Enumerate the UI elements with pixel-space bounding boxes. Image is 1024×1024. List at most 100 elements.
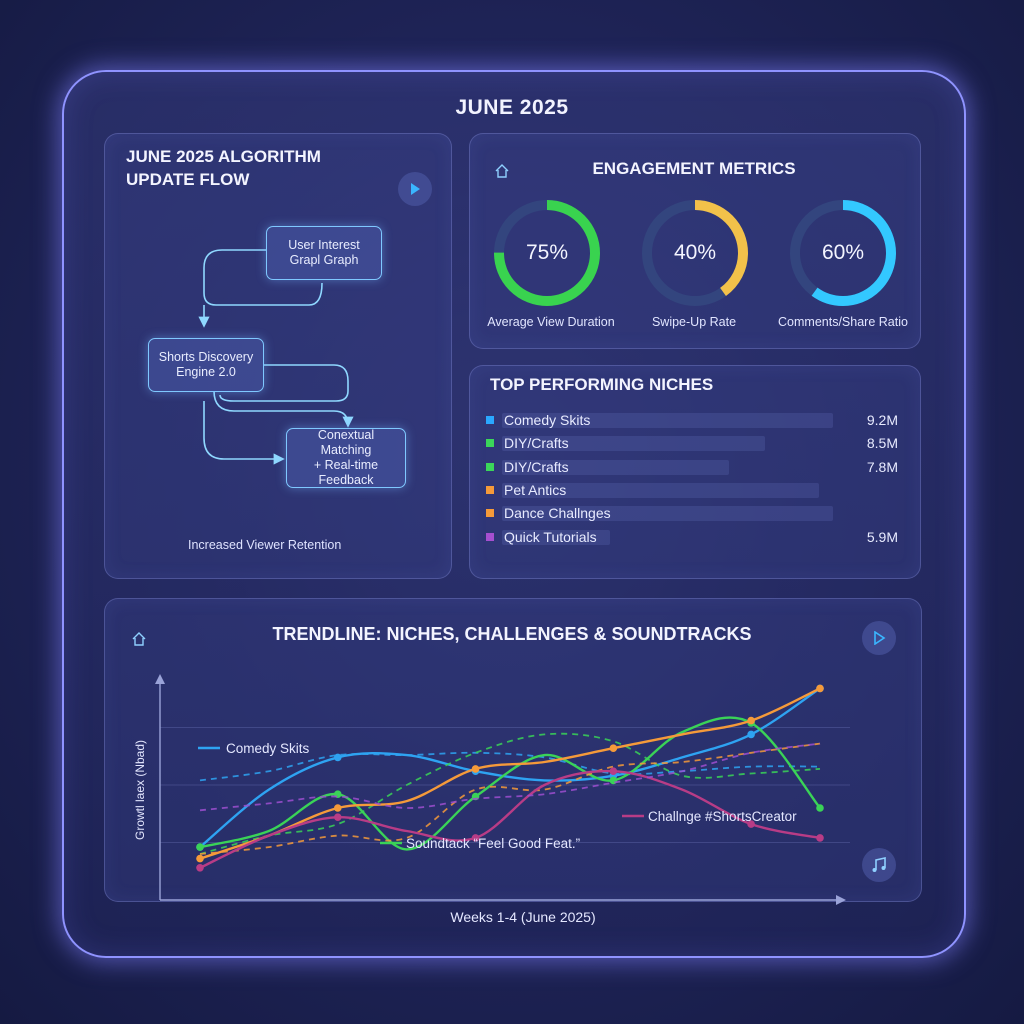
niche-name: DIY/Crafts xyxy=(504,458,569,475)
home-icon[interactable] xyxy=(489,158,515,184)
gauge-arc xyxy=(494,200,600,306)
niche-color-marker xyxy=(486,532,494,541)
chart-data-point xyxy=(816,684,824,693)
gauge-arc xyxy=(642,200,748,306)
home-icon[interactable] xyxy=(126,626,152,652)
niche-value: 5.9M xyxy=(866,528,898,545)
play-icon xyxy=(874,631,886,645)
series-label-comedy: Comedy Skits xyxy=(226,741,310,756)
chart-series-line xyxy=(199,687,821,860)
niche-value: 8.5M xyxy=(866,435,898,452)
niche-row[interactable]: Quick Tutorials 5.9M xyxy=(486,528,902,546)
chart-data-point xyxy=(196,864,204,872)
flow-arrow-5 xyxy=(203,401,285,465)
gauge-swipe-up: 40% xyxy=(640,198,750,308)
chart-data-point xyxy=(196,843,204,851)
niche-row[interactable]: Pet Antics xyxy=(486,481,902,499)
chart-data-point xyxy=(747,730,755,739)
chart-data-point xyxy=(196,854,204,863)
chart-x-label: Weeks 1-4 (June 2025) xyxy=(450,909,595,925)
gauge-label: Swipe-Up Rate xyxy=(651,315,737,329)
gauge-arc xyxy=(790,200,896,306)
flow-arrow-1 xyxy=(203,249,323,306)
niche-row[interactable]: DIY/Crafts 8.5M xyxy=(486,434,902,452)
flow-arrow-4 xyxy=(213,390,354,428)
series-label-challenge: Challnge #ShortsCreator xyxy=(648,809,797,824)
niche-value: 7.8M xyxy=(866,458,898,475)
chart-data-point xyxy=(333,813,342,821)
gauge-comments-share: 60% xyxy=(788,198,898,308)
niche-row[interactable]: Dance Challnges xyxy=(486,504,902,522)
niche-bar xyxy=(502,482,819,498)
niche-bar xyxy=(502,459,729,475)
flow-title-line2: UPDATE FLOW xyxy=(126,170,250,189)
chart-data-point xyxy=(609,767,618,775)
flow-caption: Increased Viewer Retention xyxy=(188,538,342,552)
flow-node-user-interest[interactable]: User Interest Grapl Graph xyxy=(266,226,382,280)
flow-node-contextual-matching[interactable]: Conextual Matching + Real-time Feedback xyxy=(286,428,406,488)
niche-color-marker xyxy=(486,462,494,471)
music-button[interactable] xyxy=(862,848,896,882)
engagement-panel xyxy=(469,133,921,349)
flow-play-button[interactable] xyxy=(398,172,432,206)
gauge-value: 60% xyxy=(821,241,865,264)
flow-node-label: Engine 2.0 xyxy=(176,365,236,379)
niche-color-marker xyxy=(486,439,494,448)
chart-series-line xyxy=(199,742,821,812)
play-icon xyxy=(411,183,420,195)
niche-name: Pet Antics xyxy=(504,481,567,498)
flow-node-label: Feedback xyxy=(318,473,374,487)
page-title: JUNE 2025 xyxy=(455,96,569,119)
chart-series-line xyxy=(199,732,821,855)
flow-node-label: Conextual Matching xyxy=(317,428,375,457)
niche-name: Comedy Skits xyxy=(504,412,591,428)
flow-node-label: User Interest xyxy=(288,238,360,252)
chart-series-line xyxy=(199,769,821,869)
niches-title: TOP PERFORMING NICHES xyxy=(490,375,714,394)
gauge-value: 75% xyxy=(525,241,569,264)
niche-bar xyxy=(502,413,834,428)
trendline-panel xyxy=(104,598,922,902)
chart-series-line xyxy=(199,751,821,782)
chart-data-point xyxy=(333,753,342,762)
chart-series-line xyxy=(199,716,821,851)
niche-bar xyxy=(502,436,765,452)
flow-node-label: Grapl Graph xyxy=(289,253,359,267)
niche-row[interactable]: Comedy Skits 9.2M xyxy=(486,411,902,429)
gauge-value: 40% xyxy=(673,241,717,264)
flow-node-label: + Real-time xyxy=(313,458,379,472)
engagement-title: ENGAGEMENT METRICS xyxy=(592,159,796,178)
gauge-label: Comments/Share Ratio xyxy=(778,315,908,329)
niche-color-marker xyxy=(486,509,494,518)
niche-bar xyxy=(502,529,610,545)
flow-arrow-3 xyxy=(219,364,349,402)
niche-name: Quick Tutorials xyxy=(504,528,597,545)
chart-title: TRENDLINE: NICHES, CHALLENGES & SOUNDTRA… xyxy=(272,624,752,644)
chart-data-point xyxy=(747,716,755,725)
chart-data-point xyxy=(609,744,618,752)
flow-connectors xyxy=(198,249,354,465)
series-label-soundtrack: Soundtack “Feel Good Feat.” xyxy=(406,836,580,851)
chart-data-point xyxy=(747,820,755,828)
niche-name: Dance Challnges xyxy=(504,505,611,522)
music-note-icon xyxy=(872,857,886,872)
niche-color-marker xyxy=(486,485,494,494)
niche-name: DIY/Crafts xyxy=(504,435,569,452)
chart-data-point xyxy=(333,804,342,812)
chart-series-line xyxy=(199,742,821,855)
chart-data-point xyxy=(471,834,480,842)
gauge-label: Average View Duration xyxy=(487,315,615,329)
flow-node-discovery-engine[interactable]: Shorts Discovery Engine 2.0 xyxy=(148,338,264,392)
chart-data-point xyxy=(471,765,480,773)
chart-data-point xyxy=(816,804,824,812)
niches-panel xyxy=(469,365,921,579)
chart-play-button[interactable] xyxy=(862,621,896,655)
gauge-view-duration: 75% xyxy=(492,198,602,308)
niche-row[interactable]: DIY/Crafts 7.8M xyxy=(486,458,902,476)
flow-title-line1: JUNE 2025 ALGORITHM xyxy=(126,147,321,166)
niche-value: 9.2M xyxy=(866,412,898,428)
algorithm-flow-panel xyxy=(104,133,452,579)
chart-data-point xyxy=(816,834,824,842)
niche-color-marker xyxy=(486,416,494,424)
